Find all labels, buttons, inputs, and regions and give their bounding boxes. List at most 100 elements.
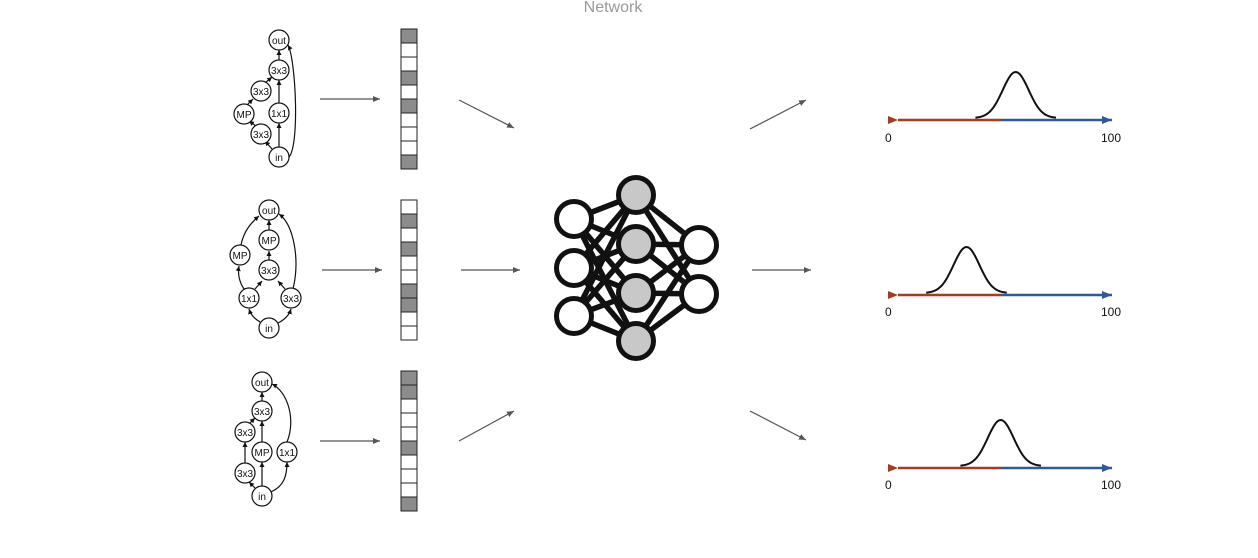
node-label-maxpool: MP bbox=[255, 448, 270, 459]
edge bbox=[270, 461, 290, 493]
encoding-cell bbox=[400, 440, 418, 456]
axis-max-label: 100 bbox=[1101, 478, 1121, 492]
node-label-conv: 1x1 bbox=[271, 109, 288, 120]
node-label-conv: 3x3 bbox=[237, 469, 254, 480]
edge bbox=[240, 215, 260, 246]
encoding-cell bbox=[400, 297, 418, 313]
graph-node bbox=[268, 146, 290, 168]
output-neuron bbox=[679, 225, 719, 265]
output-arrow-3 bbox=[749, 410, 807, 441]
distribution-curve bbox=[975, 70, 1057, 119]
encoding-cell bbox=[400, 241, 418, 257]
input-neuron bbox=[554, 199, 594, 239]
graph-node bbox=[251, 485, 273, 507]
node-label-conv: 3x3 bbox=[254, 407, 271, 418]
encoding-cell bbox=[400, 199, 418, 215]
graph-node bbox=[268, 29, 290, 51]
encoding-cell bbox=[400, 227, 418, 243]
graph-node bbox=[250, 80, 272, 102]
prediction-distribution-2: 0 100 bbox=[885, 245, 1121, 319]
encoding-cell bbox=[400, 426, 418, 442]
encoding-cell bbox=[400, 454, 418, 470]
encoding-cell bbox=[400, 70, 418, 86]
graph-node bbox=[268, 102, 290, 124]
encoding-cell bbox=[400, 468, 418, 484]
encoding-cell bbox=[400, 325, 418, 341]
node-label-conv: 1x1 bbox=[241, 294, 258, 305]
encoding-cell bbox=[400, 482, 418, 498]
output-neuron bbox=[679, 274, 719, 314]
graph-node bbox=[250, 123, 272, 145]
node-label-maxpool: MP bbox=[237, 110, 252, 121]
encoding-strip-1 bbox=[400, 28, 418, 170]
prediction-distribution-1: 0 100 bbox=[885, 70, 1121, 145]
graph-node bbox=[238, 287, 260, 309]
encoding-cell bbox=[400, 370, 418, 386]
architecture-labels-1: out 3x3 3x3 MP 1x1 3x3 in bbox=[237, 36, 288, 164]
architecture-graph-3 bbox=[234, 371, 298, 507]
neural-network bbox=[554, 175, 719, 361]
edge bbox=[249, 417, 256, 424]
edge bbox=[235, 265, 245, 290]
encoding-strip-2 bbox=[400, 199, 418, 341]
architecture-graph-1 bbox=[233, 29, 297, 168]
graph-node bbox=[229, 244, 251, 266]
node-label-out: out bbox=[262, 206, 276, 217]
encoding-cell bbox=[400, 84, 418, 100]
node-label-conv: 3x3 bbox=[237, 428, 254, 439]
graph-node bbox=[251, 400, 273, 422]
edge bbox=[278, 213, 297, 290]
input-neuron bbox=[554, 296, 594, 336]
edge bbox=[287, 44, 297, 159]
encoding-cell bbox=[400, 412, 418, 428]
node-label-in: in bbox=[275, 153, 283, 164]
graph-node bbox=[276, 441, 298, 463]
hidden-neuron bbox=[616, 273, 656, 313]
input-arrow-3 bbox=[458, 410, 515, 442]
edge bbox=[248, 481, 256, 489]
diagram-title: Network bbox=[584, 0, 644, 16]
distribution-curve bbox=[960, 418, 1042, 467]
encode-arrows bbox=[320, 96, 382, 444]
edge bbox=[271, 383, 292, 443]
graph-node bbox=[258, 317, 280, 339]
node-label-conv: 3x3 bbox=[283, 294, 300, 305]
input-arrows bbox=[458, 99, 520, 442]
graph-node bbox=[258, 199, 280, 221]
graph-node bbox=[234, 421, 256, 443]
edge bbox=[254, 280, 263, 290]
axis-min-label: 0 bbox=[885, 131, 892, 145]
node-label-conv: 3x3 bbox=[261, 266, 278, 277]
node-label-out: out bbox=[272, 36, 286, 47]
encoding-cell bbox=[400, 98, 418, 114]
architecture-graph-2 bbox=[229, 199, 302, 339]
hidden-neuron bbox=[616, 175, 656, 215]
node-label-maxpool: MP bbox=[262, 236, 277, 247]
hidden-neuron bbox=[616, 224, 656, 264]
prediction-distribution-3: 0 100 bbox=[885, 418, 1121, 492]
encoding-cell bbox=[400, 255, 418, 271]
architecture-labels-3: out 3x3 3x3 MP 1x1 3x3 in bbox=[237, 378, 296, 503]
graph-node bbox=[280, 287, 302, 309]
axis-min-label: 0 bbox=[885, 478, 892, 492]
graph-node bbox=[234, 462, 256, 484]
encoding-cell bbox=[400, 154, 418, 170]
input-arrow-1 bbox=[458, 99, 515, 129]
node-label-conv: 3x3 bbox=[271, 66, 288, 77]
encoding-cell bbox=[400, 28, 418, 44]
encoding-cell bbox=[400, 140, 418, 156]
encoding-cell bbox=[400, 384, 418, 400]
encoding-cell bbox=[400, 56, 418, 72]
encoding-cell bbox=[400, 311, 418, 327]
encoding-cell bbox=[400, 112, 418, 128]
node-label-in: in bbox=[265, 324, 273, 335]
graph-node bbox=[251, 371, 273, 393]
distribution-curve bbox=[926, 245, 1007, 294]
graph-node bbox=[233, 103, 255, 125]
node-label-in: in bbox=[258, 492, 266, 503]
encoding-cell bbox=[400, 213, 418, 229]
edge bbox=[248, 308, 263, 324]
node-label-maxpool: MP bbox=[233, 251, 248, 262]
graph-node bbox=[258, 259, 280, 281]
input-neuron bbox=[554, 248, 594, 288]
